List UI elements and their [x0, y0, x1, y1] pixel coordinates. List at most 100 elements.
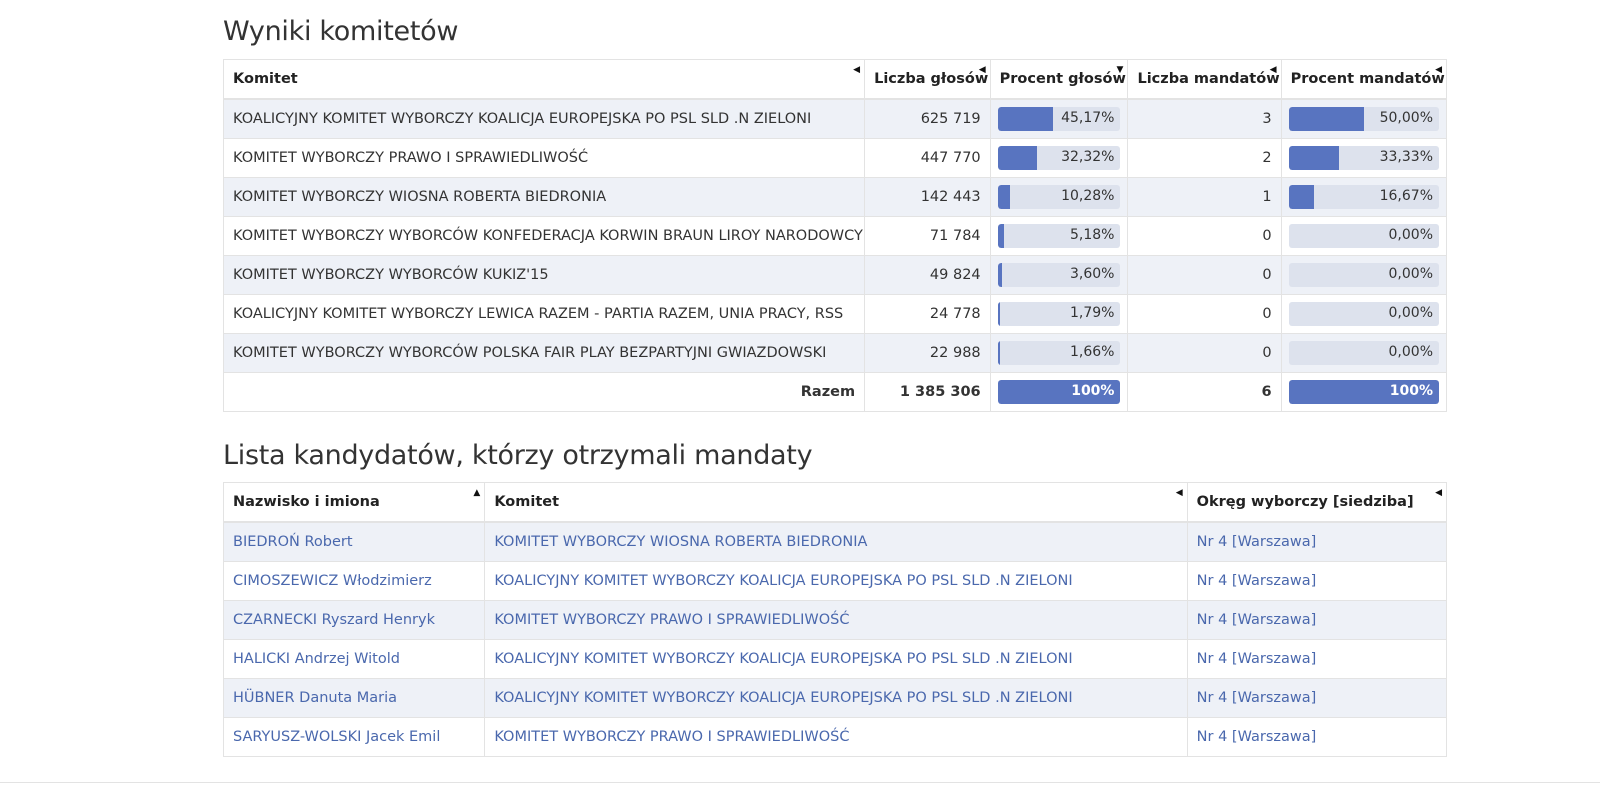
table-header-row: Komitet ◀ Liczba głosów ◀ Procent głosów… [222, 59, 1448, 100]
votes-percent-cell: 45,17% [989, 98, 1129, 139]
candidate-committee-link[interactable]: KOALICYJNY KOMITET WYBORCZY KOALICJA EUR… [494, 651, 1073, 667]
candidate-committee-link[interactable]: KOMITET WYBORCZY PRAWO I SPRAWIEDLIWOŚĆ [494, 729, 850, 745]
column-header-label: Liczba mandatów [1137, 71, 1280, 87]
votes-percent-bar-fill [997, 302, 1000, 326]
votes-percent-value: 45,17% [1061, 110, 1115, 126]
votes-count: 447 770 [864, 138, 991, 178]
seats-percent-bar-fill [1288, 146, 1339, 170]
seats-percent-bar: 0,00% [1288, 263, 1439, 287]
column-header-seats-percent[interactable]: Procent mandatów ◀ [1280, 59, 1448, 100]
votes-count: 24 778 [864, 294, 991, 334]
committee-name: KOMITET WYBORCZY PRAWO I SPRAWIEDLIWOŚĆ [222, 138, 866, 178]
table-row: HALICKI Andrzej Witold KOALICYJNY KOMITET… [222, 639, 1448, 679]
votes-percent-cell: 5,18% [989, 216, 1129, 256]
candidate-district-link[interactable]: Nr 4 [Warszawa] [1196, 690, 1317, 706]
candidate-name-link[interactable]: CIMOSZEWICZ Włodzimierz [233, 573, 432, 589]
column-header-committee[interactable]: Komitet ◀ [484, 482, 1188, 523]
votes-count: 142 443 [864, 177, 991, 217]
candidate-district-link[interactable]: Nr 4 [Warszawa] [1196, 729, 1317, 745]
candidate-committee-cell: KOALICYJNY KOMITET WYBORCZY KOALICJA EUR… [484, 639, 1188, 679]
candidate-committee-cell: KOMITET WYBORCZY PRAWO I SPRAWIEDLIWOŚĆ [484, 717, 1188, 757]
seats-percent-cell: 50,00% [1280, 98, 1448, 139]
column-header-label: Okręg wyborczy [siedziba] [1196, 494, 1414, 510]
candidate-name-cell: CIMOSZEWICZ Włodzimierz [222, 561, 486, 601]
votes-percent-cell: 1,66% [989, 333, 1129, 373]
votes-percent-bar-fill [997, 224, 1005, 248]
committees-results-table: Komitet ◀ Liczba głosów ◀ Procent głosów… [222, 59, 1448, 412]
candidate-district-cell: Nr 4 [Warszawa] [1186, 561, 1448, 601]
votes-count: 71 784 [864, 216, 991, 256]
seats-percent-bar-fill [1288, 185, 1314, 209]
sort-left-triangle-icon[interactable]: ◀ [978, 65, 986, 75]
candidate-district-link[interactable]: Nr 4 [Warszawa] [1196, 612, 1317, 628]
seats-percent-bar: 0,00% [1288, 224, 1439, 248]
candidate-district-link[interactable]: Nr 4 [Warszawa] [1196, 534, 1317, 550]
table-row: KOMITET WYBORCZY WYBORCÓW KONFEDERACJA K… [222, 216, 1448, 256]
seats-percent-value: 50,00% [1379, 110, 1433, 126]
seats-count: 2 [1127, 138, 1282, 178]
column-header-votes[interactable]: Liczba głosów ◀ [864, 59, 991, 100]
candidate-district-cell: Nr 4 [Warszawa] [1186, 600, 1448, 640]
total-seats-percent-value: 100% [1389, 383, 1433, 399]
candidate-committee-link[interactable]: KOMITET WYBORCZY WIOSNA ROBERTA BIEDRONI… [494, 534, 868, 550]
candidate-district-cell: Nr 4 [Warszawa] [1186, 521, 1448, 562]
column-header-votes-percent[interactable]: Procent głosów ▼ [989, 59, 1129, 100]
table-row: HÜBNER Danuta Maria KOALICYJNY KOMITET WY… [222, 678, 1448, 718]
candidate-committee-cell: KOMITET WYBORCZY WIOSNA ROBERTA BIEDRONI… [484, 521, 1188, 562]
seats-percent-value: 16,67% [1379, 188, 1433, 204]
candidate-name-link[interactable]: CZARNECKI Ryszard Henryk [233, 612, 435, 628]
column-header-name[interactable]: Nazwisko i imiona ▲ [222, 482, 486, 523]
seats-percent-cell: 0,00% [1280, 294, 1448, 334]
votes-percent-bar: 1,66% [997, 341, 1121, 365]
candidate-district-link[interactable]: Nr 4 [Warszawa] [1196, 573, 1317, 589]
candidate-name-link[interactable]: HALICKI Andrzej Witold [233, 651, 400, 667]
votes-percent-value: 1,79% [1069, 305, 1115, 321]
votes-count: 22 988 [864, 333, 991, 373]
votes-percent-bar: 45,17% [997, 107, 1121, 131]
sort-left-triangle-icon[interactable]: ◀ [1269, 65, 1277, 75]
table-header-row: Nazwisko i imiona ▲ Komitet ◀ Okręg wybo… [222, 482, 1448, 523]
column-header-seats[interactable]: Liczba mandatów ◀ [1127, 59, 1282, 100]
table-row: KOMITET WYBORCZY WYBORCÓW POLSKA FAIR PL… [222, 333, 1448, 373]
committee-name: KOALICYJNY KOMITET WYBORCZY KOALICJA EUR… [222, 98, 866, 139]
total-seats-percent-bar: 100% [1288, 380, 1439, 404]
committee-name: KOMITET WYBORCZY WIOSNA ROBERTA BIEDRONI… [222, 177, 866, 217]
candidate-name-link[interactable]: SARYUSZ-WOLSKI Jacek Emil [233, 729, 441, 745]
seats-count: 1 [1127, 177, 1282, 217]
votes-percent-bar: 10,28% [997, 185, 1121, 209]
seats-percent-bar: 50,00% [1288, 107, 1439, 131]
seats-percent-bar: 0,00% [1288, 341, 1439, 365]
candidate-district-link[interactable]: Nr 4 [Warszawa] [1196, 651, 1317, 667]
column-header-label: Nazwisko i imiona [233, 494, 380, 510]
total-votes-percent-bar-fill [997, 380, 1121, 404]
column-header-label: Procent głosów [999, 71, 1126, 87]
sort-left-triangle-icon[interactable]: ◀ [1175, 488, 1183, 498]
candidate-name-link[interactable]: HÜBNER Danuta Maria [233, 690, 398, 706]
seats-percent-value: 0,00% [1388, 305, 1433, 321]
seats-percent-cell: 0,00% [1280, 255, 1448, 295]
candidate-committee-link[interactable]: KOALICYJNY KOMITET WYBORCZY KOALICJA EUR… [494, 690, 1073, 706]
sort-left-triangle-icon[interactable]: ◀ [1435, 65, 1442, 75]
column-header-district[interactable]: Okręg wyborczy [siedziba] ◀ [1186, 482, 1448, 523]
seats-count: 0 [1127, 216, 1282, 256]
candidate-name-link[interactable]: BIEDROŃ Robert [233, 534, 353, 550]
sort-left-triangle-icon[interactable]: ◀ [1435, 488, 1442, 498]
candidate-committee-link[interactable]: KOMITET WYBORCZY PRAWO I SPRAWIEDLIWOŚĆ [494, 612, 850, 628]
candidate-committee-link[interactable]: KOALICYJNY KOMITET WYBORCZY KOALICJA EUR… [494, 573, 1073, 589]
sort-left-triangle-icon[interactable]: ◀ [853, 65, 861, 75]
table-row: KOMITET WYBORCZY PRAWO I SPRAWIEDLIWOŚĆ 4… [222, 138, 1448, 178]
column-header-label: Liczba głosów [874, 71, 989, 87]
seats-count: 0 [1127, 294, 1282, 334]
committees-results-title: Wyniki komitetów [223, 16, 459, 47]
committee-name: KOMITET WYBORCZY WYBORCÓW POLSKA FAIR PL… [222, 333, 866, 373]
table-row: KOMITET WYBORCZY WIOSNA ROBERTA BIEDRONI… [222, 177, 1448, 217]
sort-up-triangle-icon[interactable]: ▲ [473, 488, 481, 498]
column-header-committee[interactable]: Komitet ◀ [222, 59, 866, 100]
sort-down-triangle-icon[interactable]: ▼ [1116, 65, 1124, 75]
column-header-label: Komitet [233, 71, 298, 87]
votes-percent-cell: 32,32% [989, 138, 1129, 178]
candidate-district-cell: Nr 4 [Warszawa] [1186, 717, 1448, 757]
votes-percent-bar: 3,60% [997, 263, 1121, 287]
seats-percent-bar: 0,00% [1288, 302, 1439, 326]
committee-name: KOALICYJNY KOMITET WYBORCZY LEWICA RAZEM… [222, 294, 866, 334]
